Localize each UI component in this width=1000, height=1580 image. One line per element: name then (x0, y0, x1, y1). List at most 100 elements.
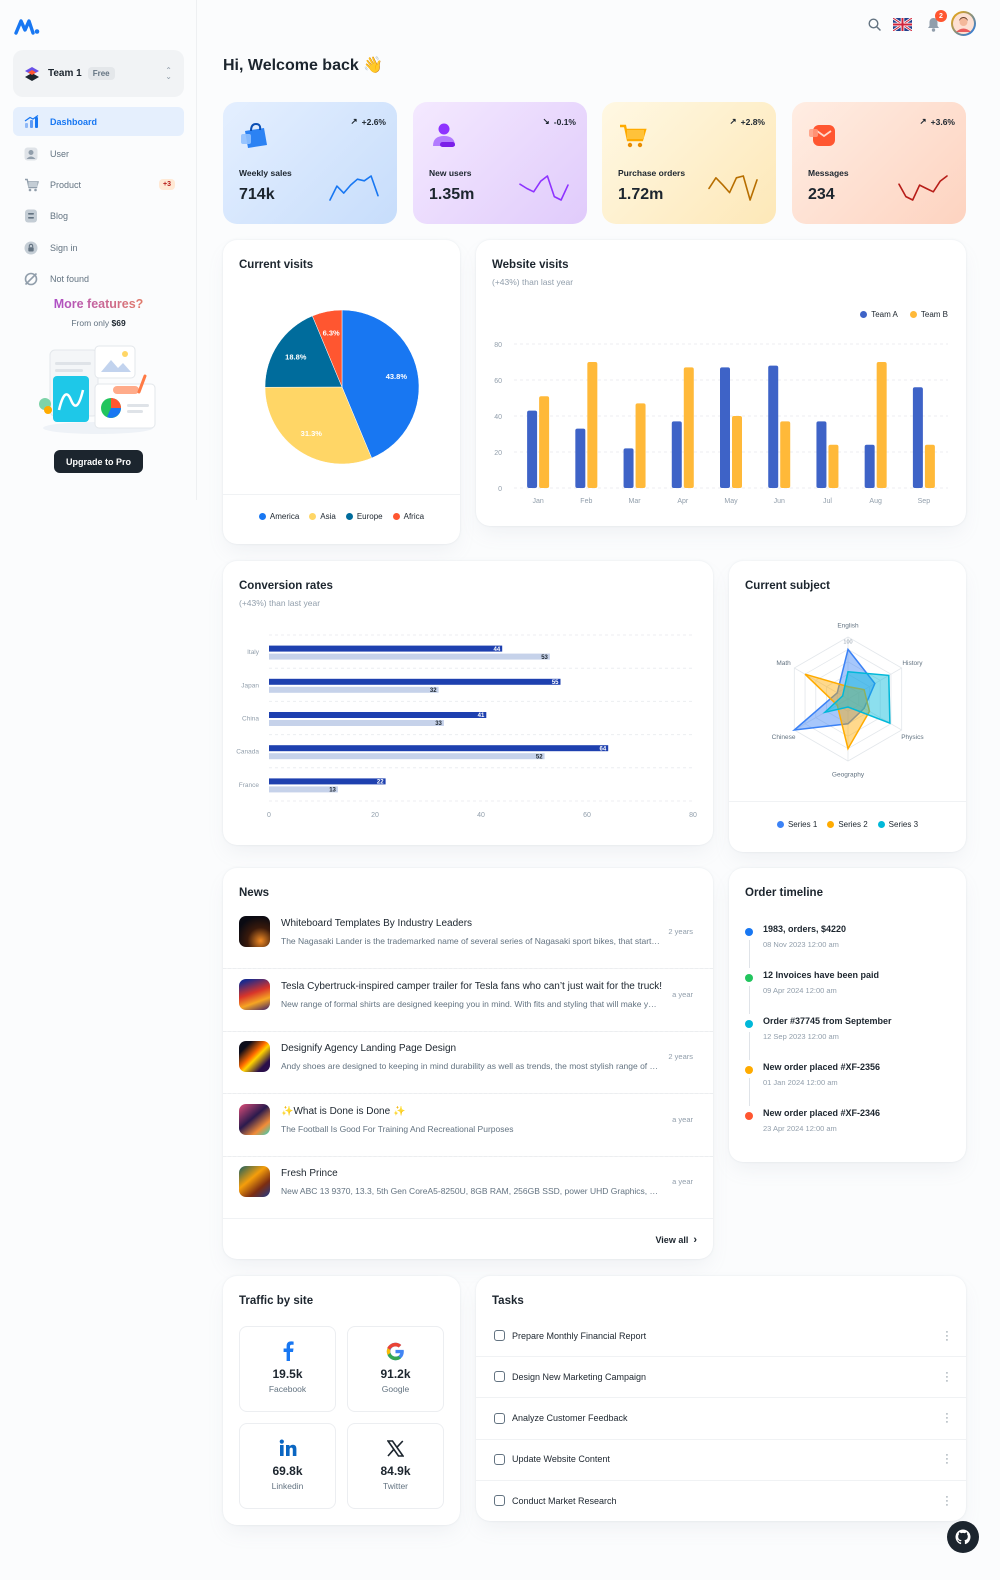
radar-series-series-2[interactable] (804, 673, 871, 751)
task-label: Conduct Market Research (512, 1495, 617, 1506)
news-title[interactable]: Designify Agency Landing Page Design (281, 1043, 457, 1054)
news-title[interactable]: Whiteboard Templates By Industry Leaders (281, 918, 473, 929)
news-description: The Nagasaki Lander is the trademarked n… (281, 936, 661, 946)
timeline-dot (745, 974, 753, 982)
sparkline-chart (519, 175, 569, 201)
blog-icon (23, 208, 39, 224)
bar-team-a[interactable] (912, 387, 923, 488)
more-vertical-icon[interactable]: · · · (945, 1449, 949, 1470)
site-tile-linkedin[interactable]: 69.8k Linkedin (239, 1423, 336, 1509)
task-checkbox[interactable] (494, 1453, 505, 1465)
legend-item: Team B (909, 310, 948, 319)
x-tick-label: Aug (869, 498, 882, 505)
legend-item: Series 1 (776, 820, 817, 829)
site-tile-facebook[interactable]: 19.5k Facebook (239, 1326, 336, 1412)
bar-team-a[interactable] (575, 428, 586, 488)
stat-card-messages: ↗ +3.6% Messages 234 (792, 102, 966, 224)
pie-slice-america[interactable] (341, 309, 420, 459)
timeline-title: 12 Invoices have been paid (763, 970, 880, 980)
github-button[interactable] (947, 1521, 979, 1553)
language-flag-uk-icon[interactable] (893, 17, 912, 31)
news-item[interactable]: ✨What is Done is Done ✨ The Football Is G… (239, 1096, 693, 1159)
stat-label: Purchase orders (618, 168, 686, 178)
bar-team-a[interactable] (671, 421, 682, 488)
bar-team-b[interactable] (876, 362, 887, 488)
bar-team-b[interactable] (539, 396, 550, 488)
news-item[interactable]: Whiteboard Templates By Industry Leaders… (239, 908, 693, 971)
radar-spoke (794, 698, 849, 731)
bar-team-b[interactable] (732, 416, 742, 488)
pie-slice-label: 18.8% (285, 352, 307, 361)
x-tick-label: Mar (629, 498, 642, 505)
bar-team-a[interactable] (768, 365, 779, 488)
radar-axis-label: English (837, 623, 859, 630)
hbar[interactable] (269, 720, 444, 726)
pie-slice-africa[interactable] (312, 309, 343, 388)
task-checkbox[interactable] (494, 1371, 505, 1383)
bar-team-b[interactable] (780, 421, 791, 488)
avatar-image (953, 13, 974, 34)
sidebar-item-blog[interactable]: Blog (13, 201, 184, 230)
y-tick-label: 0 (498, 486, 502, 493)
radar-series-series-3[interactable] (822, 670, 891, 725)
more-vertical-icon[interactable]: · · · (945, 1490, 949, 1511)
task-checkbox[interactable] (494, 1412, 505, 1424)
task-checkbox[interactable] (494, 1495, 505, 1507)
hbar[interactable] (269, 653, 550, 660)
upgrade-button[interactable]: Upgrade to Pro (54, 450, 143, 473)
site-tile-google[interactable]: 91.2k Google (347, 1326, 444, 1412)
pie-slice-europe[interactable] (264, 315, 343, 388)
task-checkbox[interactable] (494, 1330, 505, 1341)
hbar[interactable] (269, 778, 386, 785)
bar-team-b[interactable] (587, 362, 598, 488)
sidebar-item-not-found[interactable]: Not found (13, 264, 184, 293)
task-label: Design New Marketing Campaign (512, 1371, 647, 1382)
search-icon[interactable] (867, 17, 881, 31)
cart-icon (23, 177, 39, 193)
bar-team-a[interactable] (720, 367, 730, 488)
radar-max-label: 100 (843, 639, 852, 645)
more-vertical-icon[interactable]: · · · (945, 1408, 949, 1429)
news-item[interactable]: Designify Agency Landing Page Design Andy… (239, 1033, 693, 1096)
site-tile-twitter[interactable]: 84.9k Twitter (347, 1423, 444, 1509)
bar-team-b[interactable] (635, 403, 646, 488)
sidebar-item-product[interactable]: Product +3 (13, 170, 184, 199)
news-title[interactable]: Tesla Cybertruck-inspired camper trailer… (281, 980, 663, 992)
news-item[interactable]: Tesla Cybertruck-inspired camper trailer… (239, 971, 693, 1034)
hbar[interactable] (269, 645, 503, 652)
hbar[interactable] (269, 786, 338, 793)
card-divider (223, 1218, 713, 1219)
more-vertical-icon[interactable]: · · · (945, 1325, 949, 1346)
hbar[interactable] (269, 712, 487, 718)
chevron-right-icon: › (693, 1234, 697, 1246)
sidebar-item-dashboard[interactable]: Dashboard (13, 107, 184, 136)
radar-axis-label: Physics (901, 734, 924, 741)
pie-slice-label: 43.8% (386, 372, 408, 381)
sidebar-item-user[interactable]: User (13, 139, 184, 168)
more-vertical-icon[interactable]: · · · (945, 1366, 949, 1387)
bar-team-a[interactable] (864, 444, 875, 488)
avatar[interactable] (951, 11, 976, 36)
hbar[interactable] (269, 678, 561, 685)
hbar[interactable] (269, 745, 609, 752)
hbar[interactable] (269, 686, 439, 693)
y-category-label: China (242, 716, 259, 723)
team-switcher[interactable]: Team 1 Free ⌃ ⌄ (13, 50, 184, 97)
bar-team-b[interactable] (683, 367, 694, 488)
bar-team-b[interactable] (828, 444, 839, 488)
hbar[interactable] (269, 753, 545, 760)
news-item[interactable]: Fresh Prince New ABC 13 9370, 13.3, 5th G… (239, 1158, 693, 1221)
bar-team-a[interactable] (527, 410, 538, 488)
sidebar-item-sign-in[interactable]: Sign in (13, 233, 184, 262)
bar-team-b[interactable] (924, 444, 935, 488)
pie-slice-asia[interactable] (264, 386, 372, 465)
bar-team-a[interactable] (623, 448, 634, 488)
news-title[interactable]: ✨What is Done is Done ✨ (281, 1105, 406, 1117)
logo-icon[interactable] (14, 17, 40, 35)
view-all-button[interactable]: View all › (655, 1234, 697, 1246)
radar-axis-label: History (902, 660, 923, 667)
news-title[interactable]: Fresh Prince (281, 1168, 338, 1179)
bar-team-a[interactable] (816, 421, 827, 488)
y-category-label: Canada (236, 749, 259, 756)
timeline-time: 01 Jan 2024 12:00 am (763, 1078, 838, 1087)
